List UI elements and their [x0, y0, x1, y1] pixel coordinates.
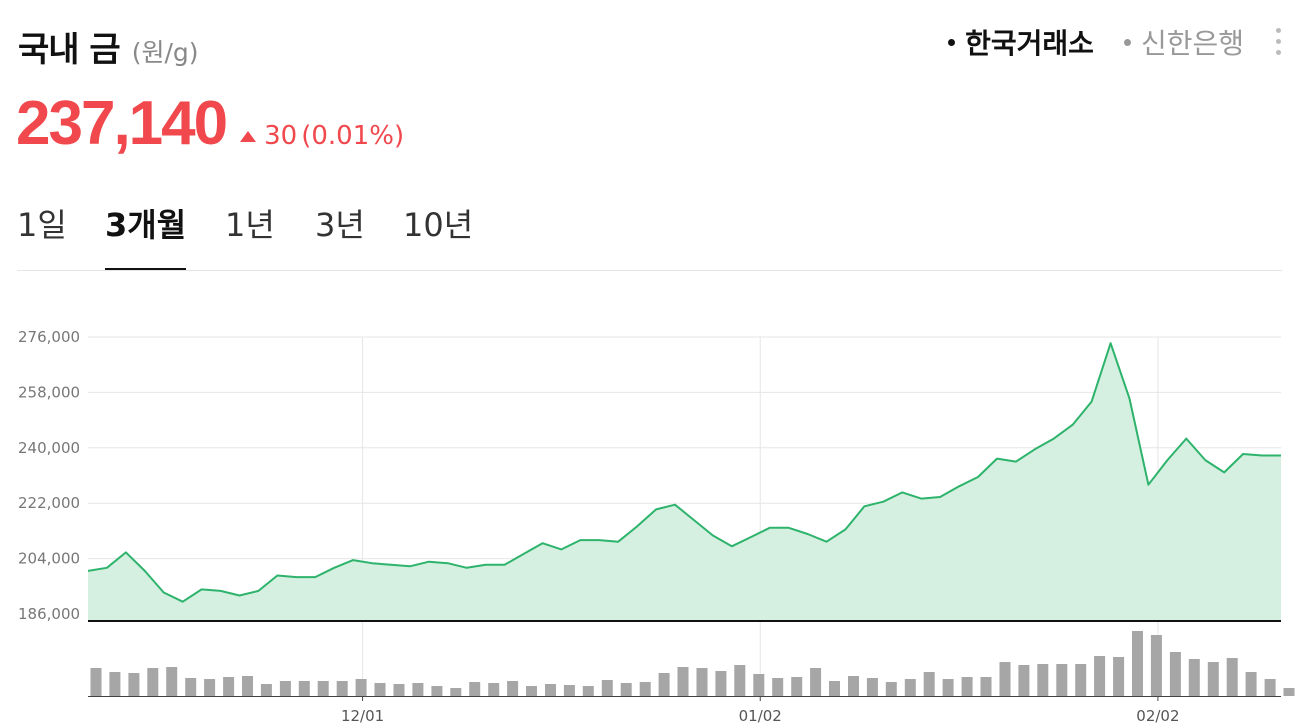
volume-bar [450, 688, 462, 696]
price-line [87, 342, 1281, 603]
volume-bar [431, 686, 443, 696]
volume-bar [166, 667, 178, 696]
current-price: 237,140 [16, 89, 228, 158]
source-selector: 한국거래소 신한은행 [918, 22, 1244, 62]
volume-bar [374, 683, 386, 696]
volume-bar [639, 682, 651, 696]
volume-bar [128, 673, 140, 696]
y-tick-label: 186,000 [18, 605, 80, 623]
volume-bar [1188, 659, 1200, 696]
volume-bar [260, 684, 272, 696]
change-value: 30 [264, 121, 298, 151]
volume-bar [658, 673, 670, 696]
volume-bar [1132, 631, 1143, 696]
volume-bar [999, 662, 1011, 696]
tab-10y[interactable]: 10년 [403, 206, 474, 244]
volume-bar [279, 681, 291, 696]
tab-1d[interactable]: 1일 [17, 206, 67, 244]
source-krx[interactable]: 한국거래소 [948, 22, 1094, 62]
volume-bar [317, 681, 329, 696]
volume-bar [961, 677, 973, 696]
volume-bar [791, 677, 803, 696]
volume-bar [582, 686, 594, 696]
tab-3y[interactable]: 3년 [315, 206, 365, 244]
volume-bar [904, 679, 916, 696]
source-krx-label: 한국거래소 [965, 27, 1094, 60]
volume-bar [620, 683, 632, 696]
volume-bar [526, 686, 537, 696]
volume-bar [412, 683, 424, 696]
price-area [88, 343, 1281, 621]
volume-bar [848, 676, 859, 696]
y-tick-label: 276,000 [18, 328, 80, 346]
volume-bar [772, 678, 784, 696]
volume-bar [677, 667, 689, 696]
volume-bar [753, 674, 765, 696]
volume-bar [715, 671, 727, 696]
volume-bar [1207, 662, 1219, 696]
volume-bar [298, 681, 310, 696]
volume-bar [1113, 657, 1125, 696]
volume-bar [336, 681, 348, 696]
volume-bar [1226, 658, 1238, 696]
volume-bar [507, 681, 519, 696]
page-title: 국내 금 [18, 30, 121, 70]
x-tick-label: 01/02 [739, 707, 782, 725]
volume-bar [1283, 688, 1295, 696]
bullet-icon [948, 38, 956, 46]
volume-bar [885, 682, 897, 696]
volume-bar [980, 677, 992, 696]
volume-bar [734, 665, 746, 696]
volume-bar [829, 681, 840, 696]
price-row: 237,140 30 (0.01%) [16, 88, 404, 159]
tab-1y[interactable]: 1년 [225, 206, 275, 244]
volume-bar [393, 684, 405, 696]
change-percent: (0.01%) [301, 121, 405, 151]
volume-bar [185, 678, 197, 696]
volume-bar [90, 668, 102, 696]
source-shinhan[interactable]: 신한은행 [1123, 22, 1244, 62]
volume-bar [563, 685, 575, 696]
x-tick-label: 02/02 [1136, 707, 1179, 725]
volume-bar [1094, 656, 1106, 696]
volume-bar [1056, 664, 1068, 696]
more-options-icon[interactable] [1276, 28, 1284, 61]
unit-label: (원/g) [131, 38, 199, 67]
volume-bar [242, 676, 253, 696]
volume-bar [109, 672, 121, 696]
y-tick-label: 240,000 [18, 439, 80, 457]
volume-bar [601, 680, 613, 696]
volume-bar [1150, 635, 1162, 696]
tab-3m[interactable]: 3개월 [105, 200, 187, 270]
volume-bar [545, 684, 556, 696]
volume-bar [1264, 679, 1276, 696]
volume-bar [1169, 652, 1181, 696]
volume-bar [696, 668, 708, 696]
volume-bar [147, 668, 159, 696]
bullet-icon [1123, 38, 1131, 46]
y-tick-label: 204,000 [18, 550, 80, 568]
volume-bar [942, 679, 954, 696]
volume-bar [810, 668, 822, 696]
volume-bar [204, 679, 216, 696]
header: 국내 금 (원/g) [18, 22, 199, 71]
volume-bar [866, 678, 878, 696]
volume-bar [1018, 665, 1030, 696]
x-tick-label: 12/01 [341, 707, 384, 725]
y-tick-label: 222,000 [18, 494, 80, 512]
price-change: 30 (0.01%) [240, 121, 404, 151]
source-shinhan-label: 신한은행 [1140, 27, 1244, 60]
up-arrow-icon [240, 130, 257, 142]
volume-bar [223, 677, 235, 696]
volume-bar [923, 672, 935, 696]
volume-bar [488, 683, 500, 696]
volume-bar [469, 682, 481, 696]
volume-bar [1245, 672, 1257, 696]
period-tabs: 1일 3개월 1년 3년 10년 [17, 190, 1282, 271]
volume-bar [355, 679, 367, 696]
y-tick-label: 258,000 [18, 383, 80, 401]
volume-bar [1075, 664, 1087, 696]
volume-bar [1037, 664, 1049, 696]
